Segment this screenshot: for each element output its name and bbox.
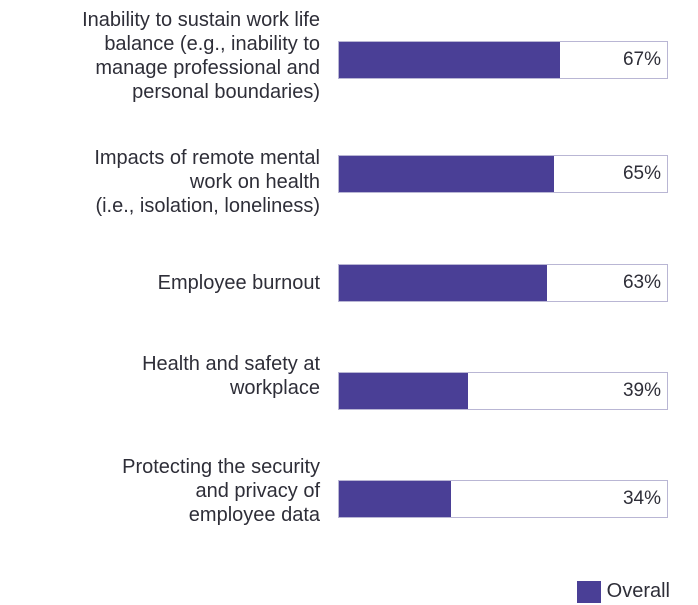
bar xyxy=(339,156,554,192)
bar-value-label: 39% xyxy=(622,380,661,401)
bar-value-label: 63% xyxy=(622,272,661,293)
bar-value-label: 65% xyxy=(622,163,661,184)
bar-track: 65% xyxy=(338,155,668,193)
bar xyxy=(339,265,547,301)
bar xyxy=(339,481,452,517)
bar-value-label: 67% xyxy=(622,49,661,70)
legend: Overall xyxy=(576,580,670,603)
bar-track: 34% xyxy=(338,480,668,518)
category-label: Protecting the security and privacy of e… xyxy=(122,456,320,526)
bar-track: 67% xyxy=(338,41,668,79)
bar-track: 39% xyxy=(338,372,668,410)
bar-track: 63% xyxy=(338,264,668,302)
bar xyxy=(339,42,561,78)
bar-value-label: 34% xyxy=(622,488,661,509)
legend-label: Overall xyxy=(606,580,670,602)
category-label: Health and safety at workplace xyxy=(142,353,320,399)
legend-swatch xyxy=(576,580,601,603)
category-label: Inability to sustain work life balance (… xyxy=(82,9,320,103)
category-label: Impacts of remote mental work on health … xyxy=(94,147,320,217)
category-label: Employee burnout xyxy=(157,272,320,294)
bar xyxy=(339,373,468,409)
